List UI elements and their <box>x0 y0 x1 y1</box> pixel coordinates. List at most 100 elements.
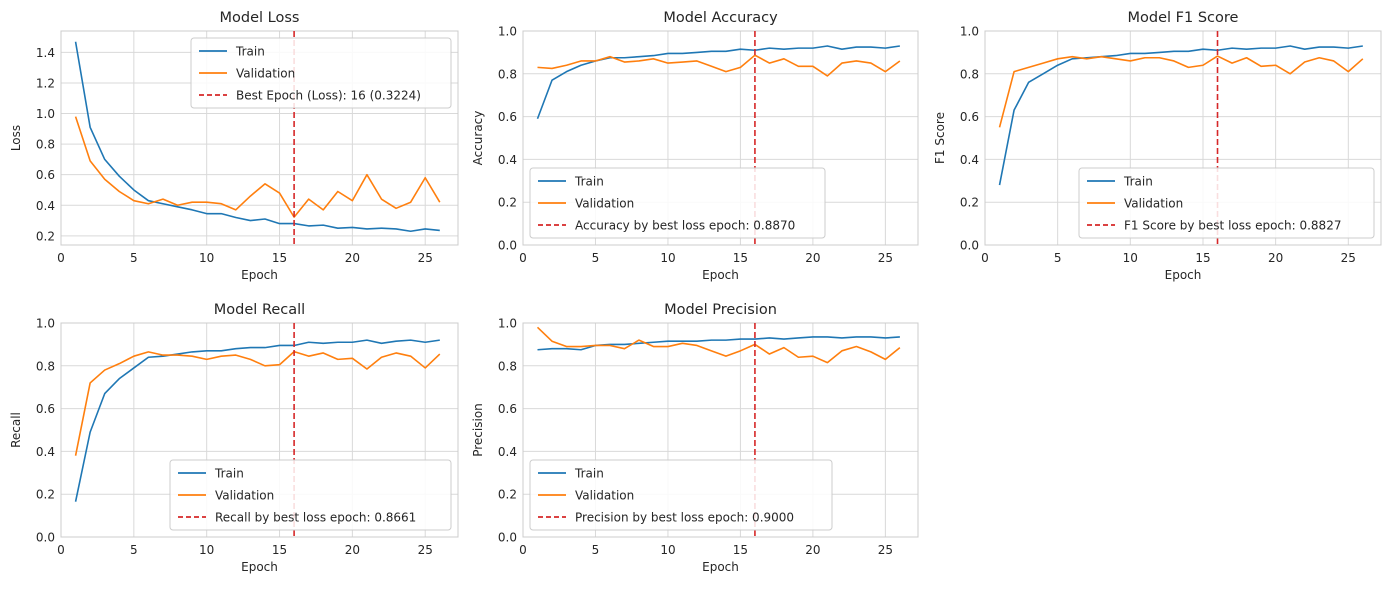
x-tick-label: 0 <box>519 543 527 557</box>
x-axis-label: Epoch <box>241 268 278 282</box>
y-tick-label: 1.0 <box>36 317 55 331</box>
chart-title: Model F1 Score <box>1128 10 1239 26</box>
y-tick-label: 0.4 <box>960 153 979 167</box>
panel-model-loss: 0 5 10 15 20 25 0.2 0.4 0.6 0.8 1.0 1.2 1.4 Model Los… <box>9 10 459 282</box>
chart-title: Model Accuracy <box>663 10 778 26</box>
legend-entry: F1 Score by best loss epoch: 0.8827 <box>1124 219 1341 233</box>
x-tick-label: 15 <box>272 251 287 265</box>
series-line-validation <box>537 54 901 77</box>
y-axis-label: Accuracy <box>471 111 485 166</box>
x-tick-label: 25 <box>418 543 433 557</box>
y-tick-label: 0.8 <box>36 359 55 373</box>
y-tick-label: 1.4 <box>36 46 55 60</box>
y-axis-label: Precision <box>471 403 485 457</box>
y-axis-label: Loss <box>9 125 23 151</box>
x-axis-label: Epoch <box>702 268 739 282</box>
legend-entry: Accuracy by best loss epoch: 0.8870 <box>575 219 795 233</box>
legend: Train Validation Recall by best loss epoch… <box>169 459 452 531</box>
y-tick-label: 0.2 <box>36 229 55 243</box>
x-tick-label: 0 <box>57 543 65 557</box>
x-tick-label: 20 <box>345 251 360 265</box>
x-tick-label: 10 <box>660 543 675 557</box>
y-tick-label: 0.4 <box>36 199 55 213</box>
x-tick-label: 20 <box>345 543 360 557</box>
x-tick-label: 5 <box>1054 251 1062 265</box>
legend: Train Validation Best Epoch (Loss): 16 (0.… <box>190 37 452 109</box>
y-axis-label: Recall <box>9 412 23 448</box>
x-tick-label: 0 <box>57 251 65 265</box>
axes-frame <box>60 322 459 538</box>
y-tick-label: 0.6 <box>498 110 517 124</box>
y-tick-label: 1.0 <box>498 317 517 331</box>
legend-entry: Best Epoch (Loss): 16 (0.3224) <box>236 89 421 103</box>
legend-entry: Recall by best loss epoch: 0.8661 <box>215 511 416 525</box>
legend-entry: Validation <box>575 489 634 503</box>
y-tick-label: 0.6 <box>498 402 517 416</box>
x-tick-label: 15 <box>272 543 287 557</box>
x-tick-label: 20 <box>1268 251 1283 265</box>
x-tick-label: 0 <box>981 251 989 265</box>
legend-box <box>529 459 833 531</box>
legend-box <box>169 459 452 531</box>
legend-entry: Train <box>1123 175 1153 189</box>
x-tick-label: 25 <box>878 251 893 265</box>
x-tick-label: 15 <box>1195 251 1210 265</box>
series-line-validation <box>998 55 1364 128</box>
x-tick-label: 25 <box>418 251 433 265</box>
x-tick-label: 10 <box>199 251 214 265</box>
chart-title: Model Recall <box>214 302 305 318</box>
x-tick-label: 25 <box>1341 251 1356 265</box>
y-tick-label: 0.8 <box>960 67 979 81</box>
y-tick-label: 0.0 <box>960 239 979 253</box>
x-tick-label: 10 <box>1123 251 1138 265</box>
series-line-validation <box>536 326 901 364</box>
legend-entry: Train <box>235 45 265 59</box>
legend-entry: Train <box>574 467 604 481</box>
x-tick-label: 5 <box>592 543 600 557</box>
x-tick-label: 10 <box>199 543 214 557</box>
y-tick-label: 0.4 <box>498 445 517 459</box>
axes-frame <box>522 322 919 538</box>
x-tick-label: 20 <box>805 543 820 557</box>
legend: Train Validation F1 Score by best loss epo… <box>1078 167 1375 239</box>
legend: Train Validation Accuracy by best loss epo… <box>529 167 826 239</box>
x-axis-label: Epoch <box>1165 268 1202 282</box>
x-tick-label: 20 <box>805 251 820 265</box>
chart-title: Model Loss <box>220 10 300 26</box>
legend-entry: Train <box>214 467 244 481</box>
y-tick-label: 1.0 <box>36 107 55 121</box>
series-line-validation <box>74 350 441 456</box>
x-tick-label: 25 <box>878 543 893 557</box>
panel-model-precision: 0 5 10 15 20 25 0.0 0.2 0.4 0.6 0.8 1.0 Model Precis… <box>471 302 919 574</box>
x-tick-label: 5 <box>592 251 600 265</box>
y-axis-label: F1 Score <box>933 112 947 164</box>
axes-frame <box>60 30 459 246</box>
y-tick-label: 0.8 <box>498 359 517 373</box>
legend-entry: Validation <box>575 197 634 211</box>
series-line-train <box>537 336 900 351</box>
x-axis-label: Epoch <box>702 560 739 574</box>
series-line-train <box>74 41 440 233</box>
panel-model-accuracy: 0 5 10 15 20 25 0.0 0.2 0.4 0.6 0.8 1.0 Model Accura… <box>471 10 919 282</box>
x-tick-label: 5 <box>130 251 138 265</box>
chart-title: Model Precision <box>664 302 777 318</box>
y-tick-label: 0.4 <box>36 445 55 459</box>
y-tick-label: 0.2 <box>498 488 517 502</box>
axes-frame <box>522 30 919 246</box>
legend: Train Validation Precision by best loss ep… <box>529 459 833 531</box>
y-tick-label: 0.2 <box>36 488 55 502</box>
y-tick-label: 0.0 <box>498 239 517 253</box>
y-tick-label: 0.2 <box>960 196 979 210</box>
legend-entry: Precision by best loss epoch: 0.9000 <box>575 511 794 525</box>
legend-box <box>190 37 452 109</box>
y-tick-label: 1.0 <box>960 25 979 39</box>
series-line-train <box>998 45 1363 186</box>
y-tick-label: 0.2 <box>498 196 517 210</box>
y-tick-label: 0.4 <box>498 153 517 167</box>
axes-frame <box>984 30 1382 246</box>
series-line-train <box>536 45 900 120</box>
legend-box <box>1078 167 1375 239</box>
legend-entry: Validation <box>236 67 295 81</box>
x-tick-label: 15 <box>733 543 748 557</box>
